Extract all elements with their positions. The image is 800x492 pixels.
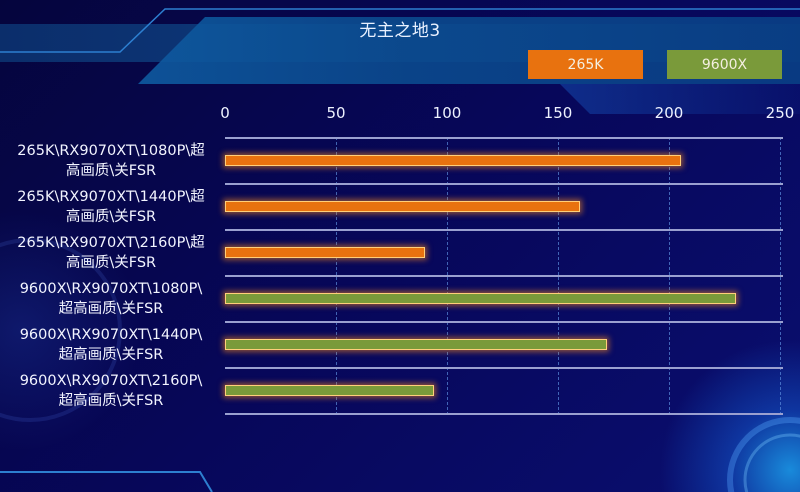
category-line: 9600X\RX9070XT\1440P\ <box>19 327 203 343</box>
row-divider <box>225 321 783 323</box>
category-line: 超高画质\关FSR <box>58 393 164 409</box>
x-tick: 150 <box>543 104 573 122</box>
bar-9600x-2160p <box>225 385 434 396</box>
category-line: 265K\RX9070XT\1080P\超 <box>17 143 205 159</box>
x-tick: 0 <box>220 104 230 122</box>
legend-label: 9600X <box>701 56 748 73</box>
category-label: 265K\RX9070XT\1080P\超 高画质\关FSR <box>0 141 222 181</box>
x-tick: 50 <box>326 104 346 122</box>
category-line: 超高画质\关FSR <box>58 347 164 363</box>
row-divider <box>225 137 783 139</box>
plot-area <box>225 137 783 415</box>
category-line: 高画质\关FSR <box>65 209 157 225</box>
category-label: 9600X\RX9070XT\1080P\ 超高画质\关FSR <box>0 279 222 319</box>
legend-265k: 265K <box>528 50 643 79</box>
bar-265k-1440p <box>225 201 580 212</box>
x-tick: 200 <box>654 104 684 122</box>
legend-label: 265K <box>567 56 604 73</box>
category-line: 超高画质\关FSR <box>58 301 164 317</box>
category-line: 高画质\关FSR <box>65 255 157 271</box>
row-divider <box>225 275 783 277</box>
chart-title: 无主之地3 <box>359 21 441 41</box>
x-tick: 250 <box>765 104 795 122</box>
row-divider <box>225 229 783 231</box>
x-tick: 100 <box>432 104 462 122</box>
category-line: 265K\RX9070XT\2160P\超 <box>17 235 205 251</box>
bar-265k-2160p <box>225 247 425 258</box>
category-line: 9600X\RX9070XT\1080P\ <box>19 281 203 297</box>
row-divider <box>225 367 783 369</box>
bar-9600x-1440p <box>225 339 607 350</box>
bar-265k-1080p <box>225 155 681 166</box>
category-line: 9600X\RX9070XT\2160P\ <box>19 373 203 389</box>
category-line: 265K\RX9070XT\1440P\超 <box>17 189 205 205</box>
category-label: 265K\RX9070XT\1440P\超 高画质\关FSR <box>0 187 222 227</box>
category-label: 9600X\RX9070XT\1440P\ 超高画质\关FSR <box>0 325 222 365</box>
category-label: 265K\RX9070XT\2160P\超 高画质\关FSR <box>0 233 222 273</box>
row-divider <box>225 183 783 185</box>
category-line: 高画质\关FSR <box>65 163 157 179</box>
legend-9600x: 9600X <box>667 50 782 79</box>
bar-9600x-1080p <box>225 293 736 304</box>
row-divider <box>225 413 783 415</box>
header-accent <box>560 84 800 114</box>
category-label: 9600X\RX9070XT\2160P\ 超高画质\关FSR <box>0 371 222 411</box>
